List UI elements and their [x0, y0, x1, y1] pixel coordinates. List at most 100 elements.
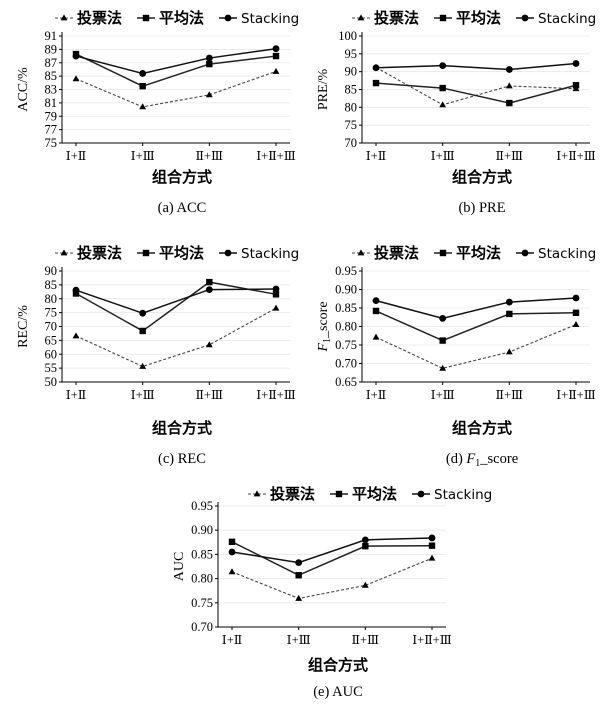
legend-marker	[417, 490, 425, 498]
y-tick-label: 0.85	[191, 547, 213, 561]
data-point	[572, 309, 580, 317]
data-point	[505, 348, 513, 355]
y-tick-label: 0.90	[191, 523, 213, 537]
legend-marker	[335, 490, 343, 498]
series-line-1	[231, 557, 433, 600]
data-point	[362, 542, 369, 550]
y-axis-title: REC/%	[16, 305, 31, 348]
legend-marker	[60, 14, 68, 21]
y-tick-label: 0.80	[335, 320, 357, 334]
data-point	[572, 321, 580, 328]
series-line-3	[231, 537, 433, 564]
legend-label: 投票法	[270, 485, 315, 503]
series-line-3	[75, 288, 277, 314]
x-tick-label: Ⅰ+Ⅲ	[131, 149, 155, 163]
x-tick-label: Ⅰ+Ⅱ+Ⅲ	[556, 149, 596, 163]
data-point	[506, 310, 513, 318]
data-point	[72, 286, 80, 294]
data-point	[206, 60, 213, 68]
y-tick-label: 75	[45, 136, 58, 150]
data-point	[228, 568, 236, 575]
series-line-3	[75, 47, 277, 75]
data-point	[506, 99, 513, 107]
series-line-2	[375, 82, 577, 104]
data-point	[295, 572, 302, 579]
y-tick-label: 55	[45, 361, 58, 375]
data-point	[205, 286, 213, 293]
panel-caption: (b) PRE	[458, 200, 505, 216]
data-point	[72, 332, 80, 339]
data-point	[272, 67, 280, 74]
x-tick-label: Ⅰ+Ⅱ	[66, 149, 86, 163]
x-tick-label: Ⅰ+Ⅲ	[131, 388, 155, 402]
data-point	[361, 536, 369, 544]
data-point	[272, 52, 280, 60]
legend: 投票法 平均法 Stacking	[55, 9, 299, 27]
data-point	[428, 534, 436, 542]
data-point	[361, 581, 369, 588]
data-point	[272, 304, 280, 311]
panel-caption: (e) AUC	[313, 684, 363, 700]
data-point	[72, 75, 80, 82]
legend-label: 投票法	[374, 244, 419, 262]
y-axis-title: ACC/%	[16, 67, 31, 112]
y-tick-label: 0.80	[191, 572, 213, 586]
data-point	[72, 52, 80, 60]
data-point	[372, 297, 380, 304]
x-tick-label: Ⅰ+Ⅲ	[431, 388, 455, 402]
legend-marker	[357, 249, 365, 256]
data-point	[139, 327, 146, 335]
legend-label: 投票法	[77, 244, 122, 262]
y-tick-label: 80	[45, 292, 58, 306]
series-line-3	[375, 297, 577, 320]
legend-label: Stacking	[538, 246, 596, 262]
x-axis-title: 组合方式	[308, 656, 368, 674]
data-point	[139, 103, 147, 110]
y-tick-label: 0.95	[191, 499, 213, 513]
chart-panel-5: 0.70 0.75 0.80 0.85 0.90 0.95 Ⅰ+Ⅱ Ⅰ+Ⅲ Ⅱ+Ⅲ Ⅰ+Ⅱ+Ⅲ 投票…	[172, 485, 492, 700]
series-line-2	[75, 53, 277, 87]
y-tick-label: 70	[345, 136, 358, 150]
data-point	[572, 60, 580, 67]
legend-marker	[439, 14, 447, 22]
chart-panel-2: 70 75 80 85 90 95 100 Ⅰ+Ⅱ Ⅰ+Ⅲ Ⅱ+Ⅲ Ⅰ+Ⅱ+Ⅲ 投票法 平均法 Stack…	[316, 9, 596, 216]
legend-label: 平均法	[159, 9, 204, 27]
data-point	[206, 278, 213, 286]
legend: 投票法 平均法 Stacking	[248, 485, 492, 503]
data-point	[439, 84, 446, 92]
legend-marker	[521, 249, 529, 257]
x-tick-label: Ⅰ+Ⅱ	[366, 388, 386, 402]
legend-marker	[521, 14, 529, 22]
y-tick-label: 91	[45, 29, 58, 43]
x-tick-label: Ⅰ+Ⅱ	[66, 388, 86, 402]
data-point	[139, 70, 147, 77]
data-point	[228, 538, 236, 546]
data-point	[272, 291, 280, 298]
data-point	[295, 559, 303, 567]
legend-marker	[142, 249, 150, 257]
data-point	[272, 45, 280, 53]
legend-label: 平均法	[159, 244, 204, 262]
data-point	[439, 364, 447, 371]
data-point	[572, 82, 580, 89]
legend-marker	[253, 490, 261, 497]
legend-label: Stacking	[434, 487, 492, 503]
panel-caption: (d) F1_score	[446, 451, 518, 469]
legend-marker	[224, 249, 232, 257]
series-line-1	[375, 66, 577, 106]
y-tick-label: 89	[45, 42, 58, 56]
y-tick-label: 60	[45, 347, 58, 361]
legend: 投票法 平均法 Stacking	[352, 244, 596, 262]
data-point	[372, 64, 380, 72]
data-point	[439, 62, 447, 70]
series-line-3	[375, 62, 577, 71]
data-point	[428, 542, 436, 549]
x-tick-label: Ⅰ+Ⅱ+Ⅲ	[556, 388, 596, 402]
data-point	[228, 548, 236, 556]
x-tick-label: Ⅰ+Ⅱ	[366, 149, 386, 163]
y-axis-title: F1_score	[316, 301, 333, 352]
y-tick-label: 50	[45, 375, 58, 389]
x-axis-title: 组合方式	[152, 168, 212, 186]
series-line-2	[75, 281, 277, 332]
